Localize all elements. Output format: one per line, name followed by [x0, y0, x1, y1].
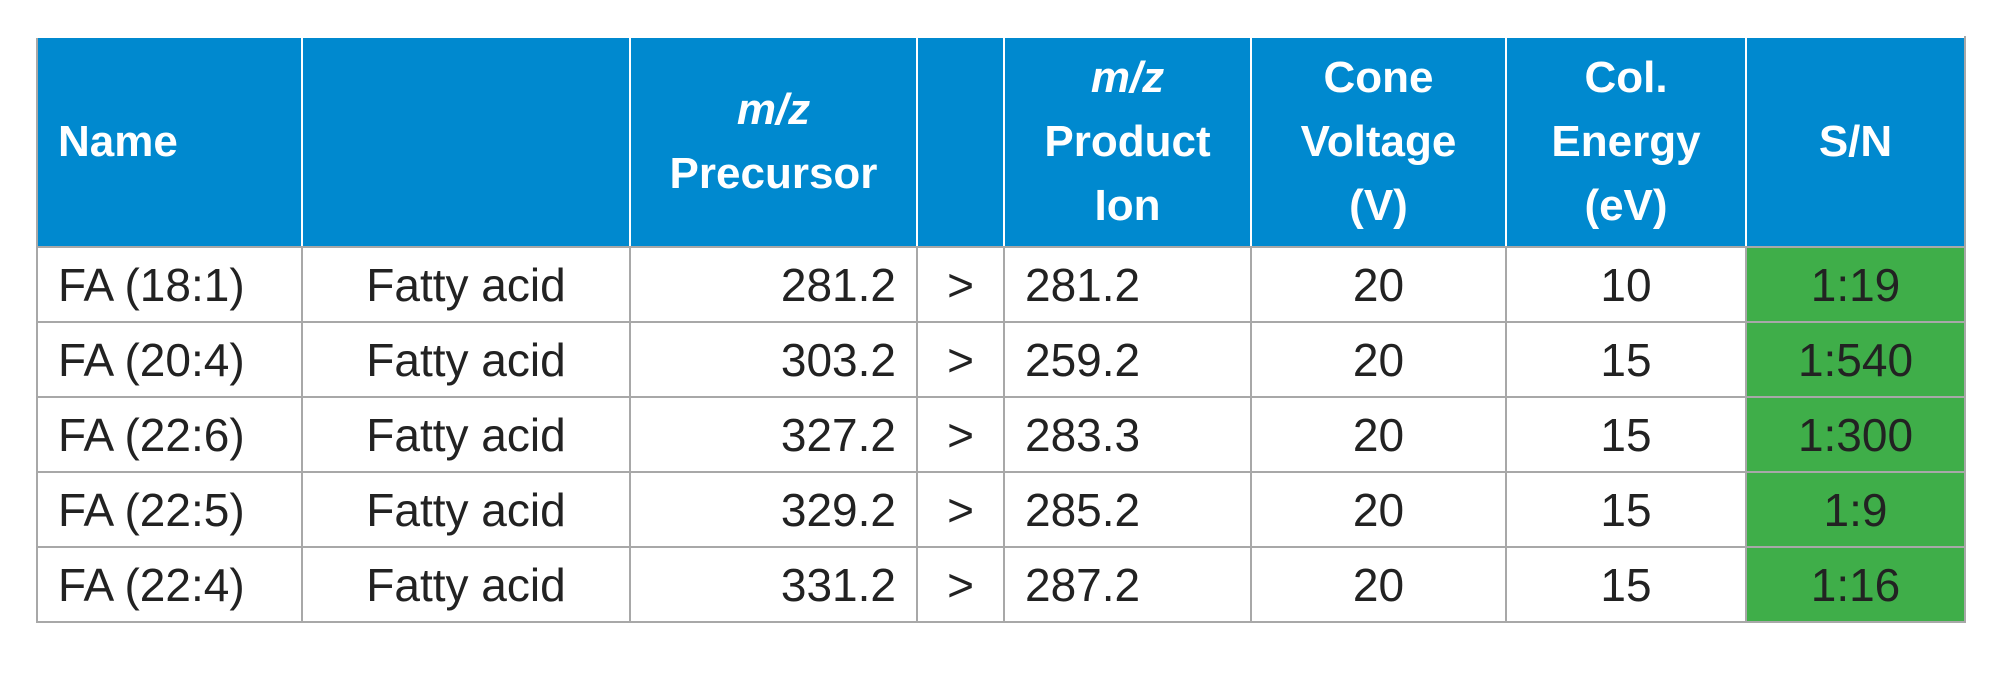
header-cell: Name [36, 36, 303, 248]
table-cell: Fatty acid [301, 321, 631, 398]
table-cell: Fatty acid [301, 396, 631, 473]
table-cell: 15 [1505, 546, 1747, 623]
header-italic: m/z [736, 85, 811, 134]
header-cell: m/z Precursor [629, 36, 918, 248]
table-cell: 281.2 [1003, 246, 1252, 323]
table-cell: 285.2 [1003, 471, 1252, 548]
table-cell: FA (22:6) [36, 396, 303, 473]
table-cell: > [916, 471, 1005, 548]
table-cell: 287.2 [1003, 546, 1252, 623]
header-text: Precursor [669, 149, 878, 198]
header-text: Voltage [1300, 117, 1457, 166]
table-cell: 281.2 [629, 246, 918, 323]
table-cell: 327.2 [629, 396, 918, 473]
table-cell: FA (22:4) [36, 546, 303, 623]
table-row: FA (22:5) Fatty acid 329.2 >285.2 20 15 1:9 [36, 471, 1966, 548]
table-cell: FA (22:5) [36, 471, 303, 548]
header-row: Name m/z Precursor m/z Product Ion Cone Volt… [36, 36, 1966, 248]
data-table: Name m/z Precursor m/z Product Ion Cone Volt… [36, 36, 1966, 623]
table-cell: FA (20:4) [36, 321, 303, 398]
header-text: Name [58, 117, 178, 166]
header-italic: m/z [1090, 53, 1165, 102]
table-cell: 1:300 [1745, 396, 1966, 473]
table-cell: 20 [1250, 321, 1507, 398]
table-cell: 10 [1505, 246, 1747, 323]
table-cell: 1:540 [1745, 321, 1966, 398]
header-text: (eV) [1584, 181, 1668, 230]
header-text: S/N [1818, 117, 1893, 166]
header-text: Cone [1323, 53, 1434, 102]
table-cell: 20 [1250, 471, 1507, 548]
header-cell [916, 36, 1005, 248]
table-cell: 15 [1505, 471, 1747, 548]
table-row: FA (20:4) Fatty acid 303.2 >259.2 20 15 1:540 [36, 321, 1966, 398]
table-cell: Fatty acid [301, 471, 631, 548]
header-text: Product [1044, 117, 1211, 166]
table-header: Name m/z Precursor m/z Product Ion Cone Volt… [36, 36, 1966, 248]
table-row: FA (18:1) Fatty acid 281.2 >281.2 20 10 1:19 [36, 246, 1966, 323]
table-cell: 331.2 [629, 546, 918, 623]
table-cell: 20 [1250, 546, 1507, 623]
table-cell: 15 [1505, 321, 1747, 398]
table-cell: FA (18:1) [36, 246, 303, 323]
header-text: Ion [1094, 181, 1161, 230]
table-cell: > [916, 546, 1005, 623]
header-text: Energy [1551, 117, 1701, 166]
table-cell: > [916, 246, 1005, 323]
header-cell [301, 36, 631, 248]
table-row: FA (22:4) Fatty acid 331.2 >287.2 20 15 1:16 [36, 546, 1966, 623]
table-cell: 303.2 [629, 321, 918, 398]
header-text: Col. [1584, 53, 1668, 102]
table-cell: 1:9 [1745, 471, 1966, 548]
table-cell: 20 [1250, 246, 1507, 323]
header-cell: m/z Product Ion [1003, 36, 1252, 248]
table-cell: Fatty acid [301, 246, 631, 323]
table-row: FA (22:6) Fatty acid 327.2 >283.3 20 15 1:300 [36, 396, 1966, 473]
header-cell: Cone Voltage (V) [1250, 36, 1507, 248]
table-cell: Fatty acid [301, 546, 631, 623]
table-cell: 1:19 [1745, 246, 1966, 323]
table-cell: 15 [1505, 396, 1747, 473]
table-cell: 329.2 [629, 471, 918, 548]
table-cell: 1:16 [1745, 546, 1966, 623]
header-cell: Col. Energy (eV) [1505, 36, 1747, 248]
table-cell: 20 [1250, 396, 1507, 473]
table-cell: 283.3 [1003, 396, 1252, 473]
table-cell: > [916, 396, 1005, 473]
table-cell: 259.2 [1003, 321, 1252, 398]
table-cell: > [916, 321, 1005, 398]
header-text: (V) [1349, 181, 1408, 230]
header-cell: S/N [1745, 36, 1966, 248]
table-body: FA (18:1) Fatty acid 281.2 >281.2 20 10 1:19 FA… [36, 246, 1966, 623]
